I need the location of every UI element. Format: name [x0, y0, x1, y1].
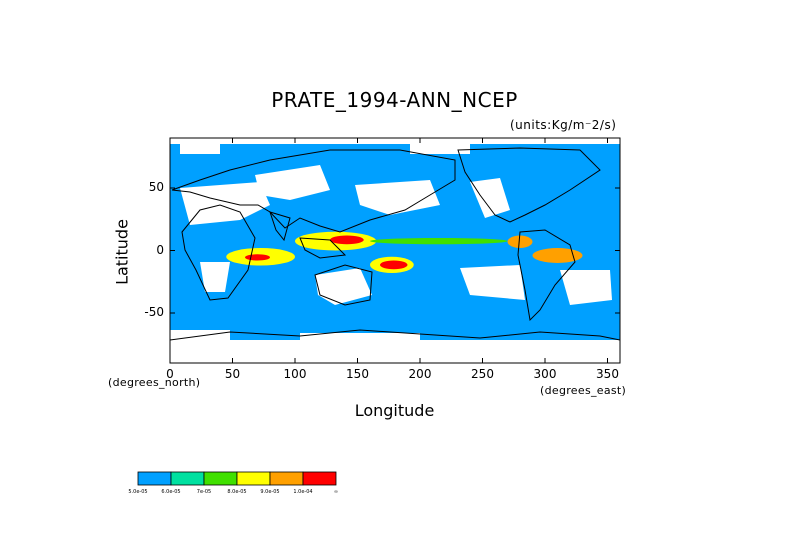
x-tick-label: 100 [283, 367, 307, 381]
colorbar-swatch [269, 471, 304, 486]
colorbar-swatch [302, 471, 337, 486]
colorbar-label: 7e-05 [196, 489, 212, 495]
y-tick-label: 0 [156, 242, 164, 257]
coastlines [170, 147, 620, 341]
y-unit-note: (degrees_north) [108, 376, 201, 389]
x-tick-label: 200 [408, 367, 432, 381]
precipitation-contours [226, 231, 583, 273]
x-axis-label: Longitude [354, 401, 435, 420]
units-label: (units:Kg/m⁻2/s) [510, 118, 617, 132]
colorbar-swatch [236, 471, 271, 486]
axis-ticks [169, 138, 620, 363]
contour-region-7 [370, 238, 508, 245]
colorbar-label: 6.0e-05 [161, 489, 181, 495]
y-tick-label: -50 [144, 305, 164, 319]
colorbar-label: 9.0e-05 [260, 489, 280, 495]
colorbar-swatch [170, 471, 205, 486]
x-unit-note: (degrees_east) [540, 384, 627, 397]
y-tick-label: 50 [148, 180, 164, 194]
x-tick-label: 150 [346, 367, 369, 381]
x-tick-label: 350 [596, 367, 619, 381]
contour-region-2 [245, 254, 270, 261]
colorbar-label: 1.0e-04 [293, 489, 313, 495]
contour-region-6 [380, 260, 408, 270]
x-tick-label: 0 [166, 367, 174, 381]
contour-region-8 [507, 235, 533, 248]
colorbar [137, 471, 337, 486]
map-title: PRATE_1994-ANN_NCEP [271, 88, 518, 112]
x-tick-label: 250 [471, 367, 494, 381]
contour-region-4 [330, 235, 364, 245]
contour-region-9 [532, 248, 583, 263]
colorbar-label: 8.0e-05 [227, 489, 247, 495]
colorbar-swatch [203, 471, 238, 486]
x-tick-label: 50 [224, 367, 241, 381]
colorbar-swatch [137, 471, 172, 486]
colorbar-label: ∞ [333, 489, 339, 495]
x-tick-label: 300 [533, 367, 557, 381]
colorbar-label: 5.0e-05 [128, 489, 148, 495]
